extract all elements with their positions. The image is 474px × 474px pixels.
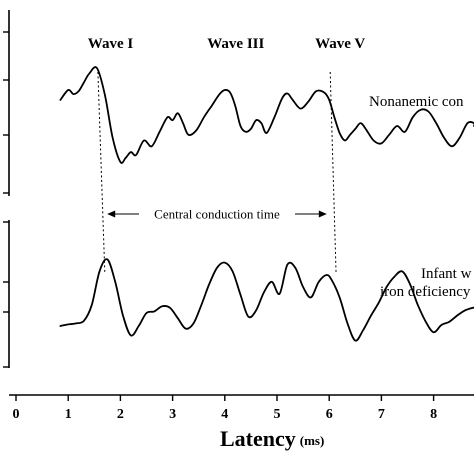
upper-panel	[3, 10, 10, 196]
series-label-iron-deficiency-line2: iron deficiency	[380, 284, 471, 300]
x-tick-label: 8	[430, 407, 437, 422]
x-tick-label: 1	[65, 407, 72, 422]
x-axis-label-unit: (ms)	[300, 433, 325, 448]
latency-guide-line	[97, 71, 106, 273]
arrow-head-left	[107, 210, 116, 218]
x-tick-label: 4	[221, 407, 228, 422]
lower-panel	[3, 220, 10, 368]
trace-nonanemic	[59, 66, 474, 164]
x-tick-label: 5	[274, 407, 281, 422]
latency-guides	[97, 71, 337, 273]
central-conduction-label: Central conduction time	[154, 207, 280, 222]
series-label-iron-deficiency-line1: Infant w	[421, 266, 472, 282]
x-tick-label: 0	[13, 407, 20, 422]
x-tick-label: 3	[169, 407, 176, 422]
central-conduction-label-bg	[138, 206, 295, 222]
wave-label: Wave V	[315, 36, 365, 52]
wave-labels: Wave I Wave III Wave V	[88, 36, 366, 52]
x-axis-ticks: 0 1 2 3 4 5 6 7 8	[13, 395, 437, 422]
arrow-head-right	[318, 210, 327, 218]
wave-label: Wave III	[207, 36, 264, 52]
central-conduction-annotation: Central conduction time	[107, 206, 327, 222]
x-tick-label: 6	[326, 407, 333, 422]
x-tick-label: 7	[378, 407, 385, 422]
latency-guide-line	[329, 71, 337, 273]
trace-iron-deficiency	[59, 258, 474, 342]
x-tick-label: 2	[117, 407, 124, 422]
x-axis-label-main: Latency	[220, 426, 296, 451]
series-label-nonanemic: Nonanemic con	[369, 94, 464, 110]
wave-label: Wave I	[88, 36, 134, 52]
x-axis-label: Latency (ms)	[220, 426, 324, 451]
